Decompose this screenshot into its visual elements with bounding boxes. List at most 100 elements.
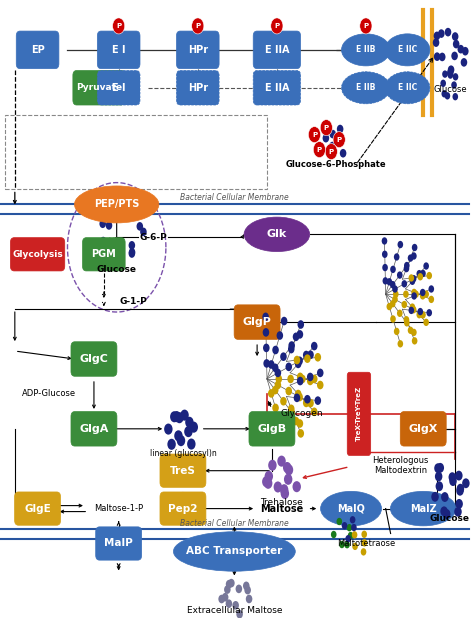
Circle shape <box>304 354 310 363</box>
Circle shape <box>433 38 439 47</box>
Circle shape <box>342 522 347 530</box>
Circle shape <box>294 356 300 365</box>
Circle shape <box>184 426 192 437</box>
Circle shape <box>440 506 448 516</box>
Circle shape <box>118 198 124 207</box>
Circle shape <box>272 404 279 412</box>
Circle shape <box>297 330 303 339</box>
Circle shape <box>313 142 326 158</box>
Text: Maltose-1-P: Maltose-1-P <box>94 504 143 513</box>
Circle shape <box>100 250 106 259</box>
Circle shape <box>115 245 121 253</box>
Circle shape <box>386 278 392 286</box>
Circle shape <box>263 328 269 337</box>
Circle shape <box>439 53 446 61</box>
Circle shape <box>185 417 194 428</box>
Circle shape <box>288 345 294 353</box>
Text: P: P <box>328 148 334 154</box>
Circle shape <box>411 252 417 260</box>
Circle shape <box>352 543 358 550</box>
Circle shape <box>325 143 337 159</box>
Circle shape <box>412 244 418 251</box>
Ellipse shape <box>173 531 295 571</box>
Circle shape <box>331 531 337 538</box>
Circle shape <box>262 476 271 487</box>
Circle shape <box>418 308 423 315</box>
Circle shape <box>304 395 310 404</box>
Circle shape <box>337 136 343 145</box>
Circle shape <box>100 260 107 268</box>
Circle shape <box>390 315 396 323</box>
Circle shape <box>447 71 453 78</box>
FancyBboxPatch shape <box>176 31 219 69</box>
Circle shape <box>280 397 287 405</box>
Circle shape <box>333 132 345 148</box>
FancyBboxPatch shape <box>253 31 301 69</box>
Circle shape <box>297 373 303 381</box>
Circle shape <box>383 277 388 284</box>
Ellipse shape <box>320 491 382 526</box>
Circle shape <box>281 317 287 325</box>
Circle shape <box>271 18 283 34</box>
Text: Pep2: Pep2 <box>168 504 198 514</box>
Circle shape <box>410 303 415 311</box>
Circle shape <box>274 368 281 377</box>
Circle shape <box>100 201 107 209</box>
Circle shape <box>232 601 239 609</box>
Circle shape <box>277 455 286 467</box>
Circle shape <box>226 580 232 588</box>
Circle shape <box>401 301 407 308</box>
Text: MalQ: MalQ <box>337 504 365 514</box>
Circle shape <box>411 292 417 300</box>
Circle shape <box>224 585 231 594</box>
Circle shape <box>236 585 242 593</box>
Circle shape <box>228 579 235 588</box>
FancyBboxPatch shape <box>71 342 117 376</box>
Text: P: P <box>274 23 280 29</box>
Text: Glycolysis: Glycolysis <box>12 250 63 259</box>
Circle shape <box>392 295 398 303</box>
Circle shape <box>344 541 350 548</box>
Circle shape <box>129 248 136 256</box>
Circle shape <box>351 524 357 531</box>
Circle shape <box>404 262 410 269</box>
Circle shape <box>337 125 343 133</box>
Circle shape <box>112 18 125 34</box>
Text: Trehalose: Trehalose <box>260 498 303 507</box>
Circle shape <box>456 499 463 509</box>
FancyBboxPatch shape <box>96 527 142 560</box>
Text: ABC Transporter: ABC Transporter <box>186 546 283 556</box>
Circle shape <box>288 408 295 417</box>
Circle shape <box>275 375 282 383</box>
FancyBboxPatch shape <box>176 70 219 105</box>
Circle shape <box>274 381 281 389</box>
Circle shape <box>303 350 310 359</box>
Circle shape <box>451 82 457 89</box>
Circle shape <box>293 332 299 341</box>
Circle shape <box>295 360 301 368</box>
Circle shape <box>281 433 287 441</box>
Circle shape <box>106 221 112 230</box>
Text: EP: EP <box>31 45 45 55</box>
Circle shape <box>222 593 228 601</box>
Circle shape <box>434 32 440 40</box>
Circle shape <box>280 352 287 361</box>
Circle shape <box>180 410 189 421</box>
Circle shape <box>137 222 143 231</box>
FancyBboxPatch shape <box>160 492 206 525</box>
Text: P: P <box>317 146 322 153</box>
Circle shape <box>401 280 407 287</box>
Circle shape <box>285 464 293 475</box>
Circle shape <box>128 249 135 258</box>
Circle shape <box>440 80 446 87</box>
Circle shape <box>173 411 181 422</box>
Circle shape <box>293 417 299 425</box>
Circle shape <box>276 331 283 340</box>
Circle shape <box>394 253 400 261</box>
Circle shape <box>434 464 442 473</box>
Text: E IIC: E IIC <box>398 83 417 92</box>
Ellipse shape <box>385 72 430 104</box>
Circle shape <box>462 478 470 488</box>
Circle shape <box>418 273 423 281</box>
Circle shape <box>417 270 422 277</box>
